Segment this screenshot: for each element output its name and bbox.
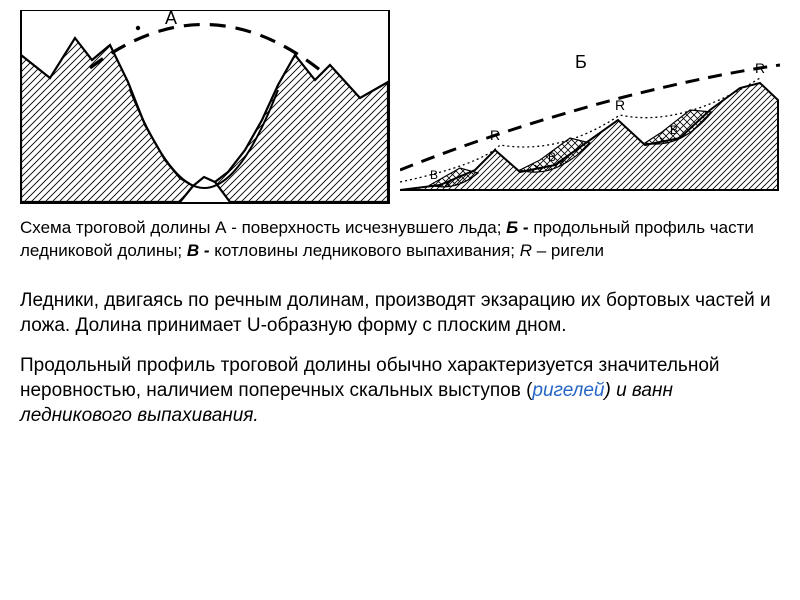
- r-label-3: R: [755, 60, 765, 76]
- caption-v-letter: В -: [187, 241, 214, 260]
- diagram-a-svg: [20, 10, 390, 205]
- diagram-b-label: Б: [575, 52, 587, 73]
- caption-r-text: – ригели: [532, 241, 604, 260]
- diagram-a-label: А: [165, 8, 177, 29]
- diagram-a: А: [20, 10, 390, 205]
- r-label-1: R: [490, 127, 500, 143]
- caption-r-letter: R: [520, 241, 532, 260]
- paragraph-1: Ледники, двигаясь по речным долинам, про…: [20, 289, 780, 338]
- diagram-caption: Схема троговой долины А - поверхность ис…: [20, 217, 780, 263]
- para2-link: ригелей: [532, 380, 604, 401]
- diagram-b-svg: [400, 10, 780, 205]
- caption-v-text: котловины ледникового выпахивания;: [214, 241, 519, 260]
- diagrams-container: А Б R R: [20, 10, 780, 205]
- r-label-2: R: [615, 97, 625, 113]
- paragraph-2: Продольный профиль троговой долины обычн…: [20, 354, 780, 428]
- caption-prefix: Схема троговой долины А - поверхность ис…: [20, 218, 506, 237]
- b-label-1: В: [430, 168, 438, 182]
- caption-b-letter: Б -: [506, 218, 533, 237]
- b-label-3: В: [670, 123, 678, 137]
- b-label-2: В: [548, 150, 556, 164]
- diagram-b: Б R R R: [400, 10, 780, 205]
